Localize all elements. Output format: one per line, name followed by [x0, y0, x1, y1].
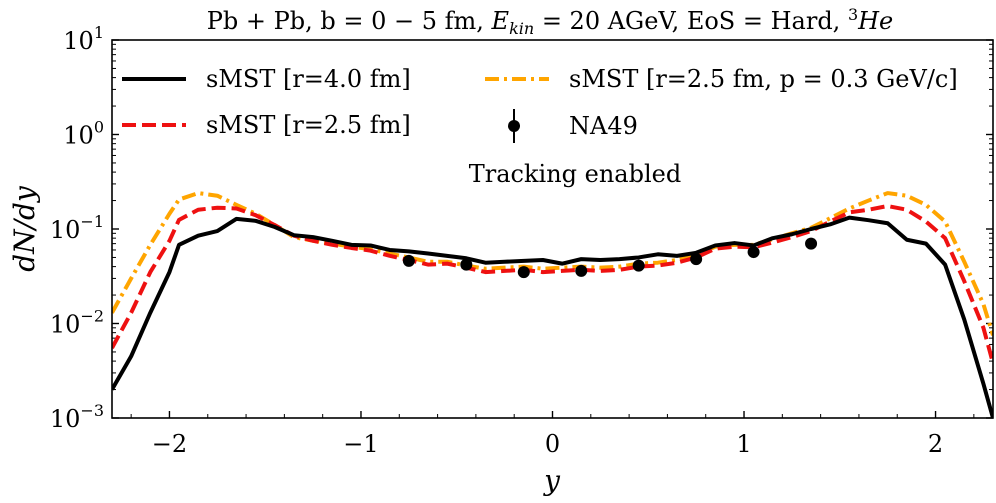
series-smst-r25-p03-line [112, 191, 993, 336]
y-tick-label: 101 [63, 23, 104, 55]
na49-point [805, 237, 818, 250]
chart-title: Pb + Pb, b = 0 − 5 fm, Ekin = 20 AGeV, E… [207, 5, 894, 38]
annotation-tracking: Tracking enabled [469, 160, 681, 188]
na49-point [632, 259, 645, 272]
na49-point [517, 266, 530, 279]
legend-label-na49: NA49 [569, 112, 638, 140]
x-tick-label: 2 [928, 430, 943, 458]
na49-markers [402, 237, 818, 279]
legend: sMST [r=4.0 fm] sMST [r=2.5 fm] sMST [r=… [122, 65, 958, 143]
x-axis-label: y [542, 464, 561, 497]
y-tick-label: 10−3 [50, 401, 104, 433]
na49-point [575, 264, 588, 277]
legend-label-smst-r25-p03: sMST [r=2.5 fm, p = 0.3 GeV/c] [569, 65, 958, 93]
x-tick-label: −1 [343, 430, 378, 458]
legend-marker-na49 [508, 120, 520, 132]
axis-ticks: −2 −1 0 1 2 10−3 10−2 10−1 100 101 [50, 23, 993, 458]
x-tick-label: 1 [736, 430, 751, 458]
legend-entry-na49: NA49 [508, 109, 638, 143]
y-axis-label: dN/dy [8, 185, 41, 272]
x-tick-label: −2 [152, 430, 187, 458]
legend-entry-smst-r4: sMST [r=4.0 fm] [122, 65, 411, 93]
y-tick-label: 100 [63, 118, 104, 150]
x-tick-label: 0 [545, 430, 560, 458]
legend-label-smst-r4: sMST [r=4.0 fm] [206, 65, 411, 93]
legend-entry-smst-r25: sMST [r=2.5 fm] [122, 111, 411, 139]
plot-frame [111, 39, 994, 419]
na49-point [402, 254, 415, 267]
plot-area [112, 191, 993, 418]
na49-point [460, 258, 473, 271]
series-smst-r4-line [112, 215, 993, 418]
series-smst-r25-line [112, 204, 993, 364]
na49-point [747, 246, 760, 259]
legend-label-smst-r25: sMST [r=2.5 fm] [206, 111, 411, 139]
legend-entry-smst-r25-p03: sMST [r=2.5 fm, p = 0.3 GeV/c] [485, 65, 958, 93]
y-tick-label: 10−1 [50, 212, 104, 244]
na49-point [690, 253, 703, 266]
y-tick-label: 10−2 [50, 307, 104, 339]
